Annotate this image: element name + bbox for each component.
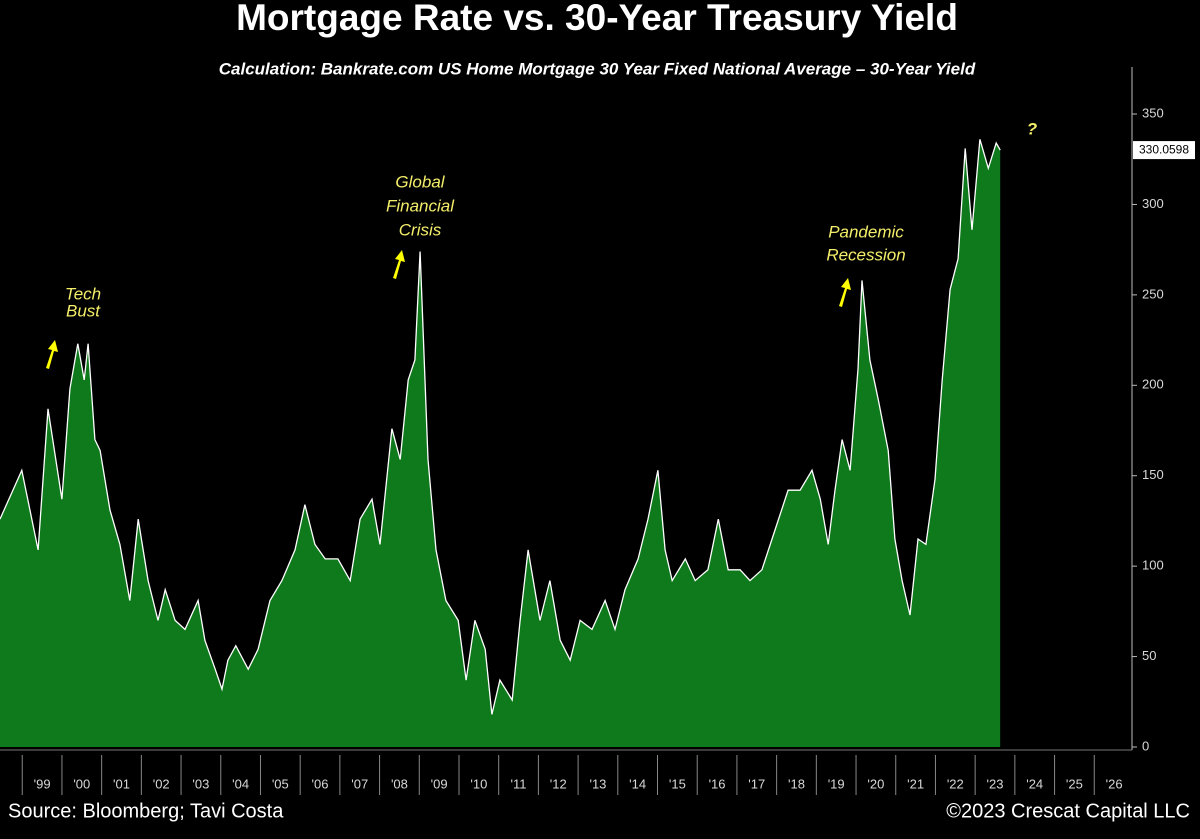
- last-value-box: [1133, 141, 1195, 160]
- chart-title: Mortgage Rate vs. 30-Year Treasury Yield: [236, 0, 958, 38]
- x-tick-label: '22: [947, 776, 964, 791]
- arrow: [393, 250, 405, 279]
- y-tick-label: 150: [1142, 467, 1164, 482]
- annotation: ?: [1027, 119, 1038, 138]
- x-tick-label: '12: [550, 776, 567, 791]
- x-tick-label: '99: [34, 776, 51, 791]
- x-tick-label: '00: [73, 776, 90, 791]
- x-tick-label: '21: [907, 776, 924, 791]
- x-tick-label: '26: [1106, 776, 1123, 791]
- x-tick-label: '06: [312, 776, 329, 791]
- x-tick-label: '10: [470, 776, 487, 791]
- annotation: Recession: [826, 245, 905, 264]
- annotation: Global: [395, 172, 445, 191]
- x-tick-label: '20: [867, 776, 884, 791]
- x-tick-label: '16: [709, 776, 726, 791]
- x-tick-label: '04: [232, 776, 249, 791]
- x-tick-label: '08: [391, 776, 408, 791]
- x-tick-label: '05: [272, 776, 289, 791]
- x-tick-label: '01: [113, 776, 130, 791]
- arrow: [46, 340, 58, 369]
- y-tick-label: 50: [1142, 648, 1156, 663]
- x-tick-label: '07: [351, 776, 368, 791]
- annotation: Pandemic: [828, 222, 904, 241]
- last-value-label: 330.0598: [1139, 142, 1189, 156]
- arrow: [839, 278, 851, 307]
- arrows: [46, 250, 851, 369]
- area: [0, 139, 1001, 748]
- x-tick-label: '09: [431, 776, 448, 791]
- chart-subtitle: Calculation: Bankrate.com US Home Mortga…: [219, 59, 976, 78]
- y-tick-label: 100: [1142, 558, 1164, 573]
- y-tick-label: 200: [1142, 377, 1164, 392]
- y-tick-label: 0: [1142, 738, 1149, 753]
- y-tick-label: 350: [1142, 105, 1164, 120]
- y-tick-label: 250: [1142, 286, 1164, 301]
- y-tick-label: 300: [1142, 196, 1164, 211]
- x-tick-label: '25: [1066, 776, 1083, 791]
- annotation: Bust: [66, 301, 101, 320]
- x-tick-label: '03: [192, 776, 209, 791]
- credit: ©2023 Crescat Capital LLC: [946, 800, 1190, 822]
- x-tick-label: '24: [1026, 776, 1043, 791]
- x-tick-label: '02: [153, 776, 170, 791]
- x-tick-label: '18: [788, 776, 805, 791]
- annotation: Financial: [386, 196, 455, 215]
- x-tick-label: '11: [511, 776, 527, 791]
- annotation: Tech: [65, 284, 101, 303]
- source: Source: Bloomberg; Tavi Costa: [8, 800, 284, 822]
- line: [0, 139, 1001, 715]
- x-tick-label: '15: [669, 776, 686, 791]
- annotation: Crisis: [399, 220, 442, 239]
- x-tick-label: '13: [589, 776, 606, 791]
- x-tick-label: '14: [629, 776, 646, 791]
- x-tick-label: '23: [987, 776, 1004, 791]
- x-tick-label: '19: [828, 776, 845, 791]
- x-tick-label: '17: [748, 776, 765, 791]
